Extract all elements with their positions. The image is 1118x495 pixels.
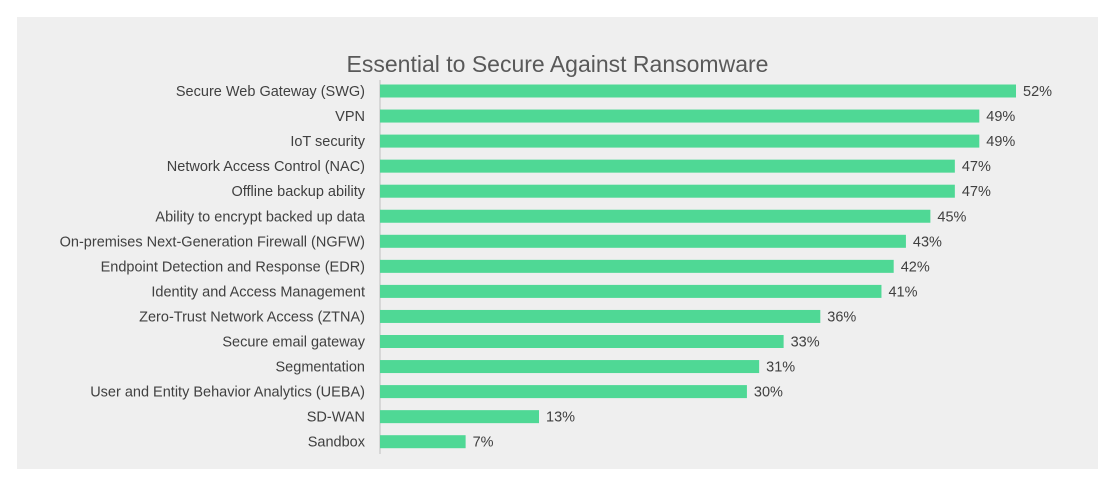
data-label: 49% xyxy=(986,109,1015,125)
data-label: 7% xyxy=(473,435,494,451)
category-label: SD-WAN xyxy=(307,410,365,426)
bar xyxy=(380,335,784,348)
category-label: Zero-Trust Network Access (ZTNA) xyxy=(139,309,365,325)
bar-chart: Secure Web Gateway (SWG) 52% VPN 49% IoT sec… xyxy=(60,80,1053,454)
data-label: 41% xyxy=(888,284,917,300)
category-label: Secure Web Gateway (SWG) xyxy=(176,84,365,100)
category-label: Identity and Access Management xyxy=(151,284,365,300)
data-label: 31% xyxy=(766,360,795,376)
bars-group: Secure Web Gateway (SWG) 52% VPN 49% IoT sec… xyxy=(60,84,1053,451)
data-label: 52% xyxy=(1023,84,1052,100)
category-label: Ability to encrypt backed up data xyxy=(155,209,366,225)
category-label: Sandbox xyxy=(308,435,366,451)
bar xyxy=(380,84,1016,98)
category-label: VPN xyxy=(335,109,365,125)
chart-title: Essential to Secure Against Ransomware xyxy=(346,51,769,77)
bar xyxy=(380,184,955,198)
data-label: 33% xyxy=(791,335,820,351)
bar xyxy=(380,410,539,424)
bar xyxy=(380,209,931,223)
data-label: 49% xyxy=(986,134,1015,150)
data-label: 42% xyxy=(901,259,930,275)
data-label: 47% xyxy=(962,184,991,200)
bar xyxy=(380,385,747,399)
category-label: IoT security xyxy=(290,134,365,150)
bar xyxy=(380,159,955,173)
category-label: Secure email gateway xyxy=(222,335,365,351)
data-label: 45% xyxy=(937,209,966,225)
category-label: Offline backup ability xyxy=(231,184,365,200)
bar xyxy=(380,134,980,148)
bar xyxy=(380,435,466,449)
data-label: 47% xyxy=(962,159,991,175)
data-label: 13% xyxy=(546,410,575,426)
bar xyxy=(380,234,906,248)
data-label: 30% xyxy=(754,385,783,401)
bar xyxy=(380,360,760,374)
chart-panel: Essential to Secure Against Ransomware S… xyxy=(17,17,1098,469)
category-label: Endpoint Detection and Response (EDR) xyxy=(101,259,365,275)
bar xyxy=(380,284,882,298)
category-label: User and Entity Behavior Analytics (UEBA… xyxy=(90,385,365,401)
bar xyxy=(380,109,980,123)
data-label: 36% xyxy=(827,309,856,325)
bar xyxy=(380,309,821,323)
data-label: 43% xyxy=(913,234,942,250)
category-label: Segmentation xyxy=(276,360,365,376)
category-label: On-premises Next-Generation Firewall (NG… xyxy=(60,234,365,250)
bar xyxy=(380,259,894,273)
category-label: Network Access Control (NAC) xyxy=(167,159,365,175)
